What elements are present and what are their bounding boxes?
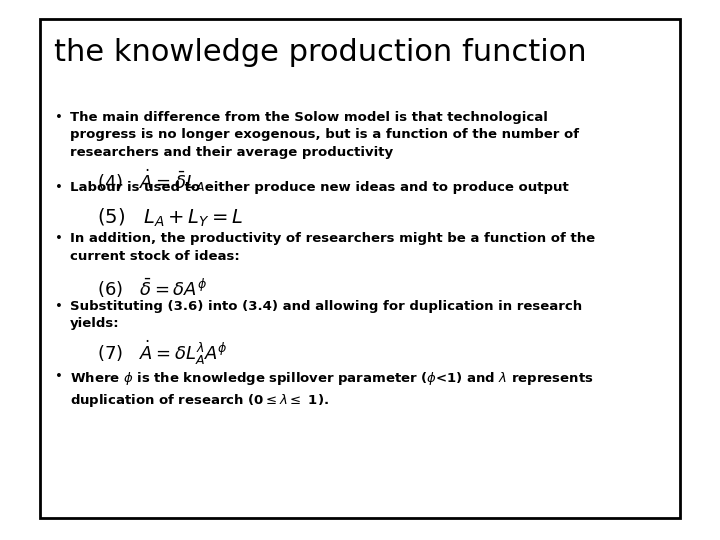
Text: Where $\phi$ is the knowledge spillover parameter ($\phi$<1) and $\lambda$ repre: Where $\phi$ is the knowledge spillover … [70,370,593,409]
Text: •: • [55,370,63,383]
Text: the knowledge production function: the knowledge production function [54,38,587,67]
Text: (6)   $\bar{\delta} = \delta A^{\phi}$: (6) $\bar{\delta} = \delta A^{\phi}$ [97,276,207,300]
Text: •: • [55,300,63,313]
Text: In addition, the productivity of researchers might be a function of the
current : In addition, the productivity of researc… [70,232,595,262]
Text: •: • [55,232,63,245]
Text: (7)   $\dot{A} = \delta L_A^{\lambda} A^{\phi}$: (7) $\dot{A} = \delta L_A^{\lambda} A^{\… [97,339,228,367]
Text: Substituting (3.6) into (3.4) and allowing for duplication in research
yields:: Substituting (3.6) into (3.4) and allowi… [70,300,582,330]
Text: Labour is used to either produce new ideas and to produce output: Labour is used to either produce new ide… [70,181,569,194]
Text: (4)   $\dot{A} = \bar{\delta}L_A$: (4) $\dot{A} = \bar{\delta}L_A$ [97,167,205,194]
Bar [40,19,680,518]
Text: •: • [55,111,63,124]
Text: (5)   $L_A + L_Y = L$: (5) $L_A + L_Y = L$ [97,206,243,228]
Text: The main difference from the Solow model is that technological
progress is no lo: The main difference from the Solow model… [70,111,579,159]
Text: •: • [55,181,63,194]
